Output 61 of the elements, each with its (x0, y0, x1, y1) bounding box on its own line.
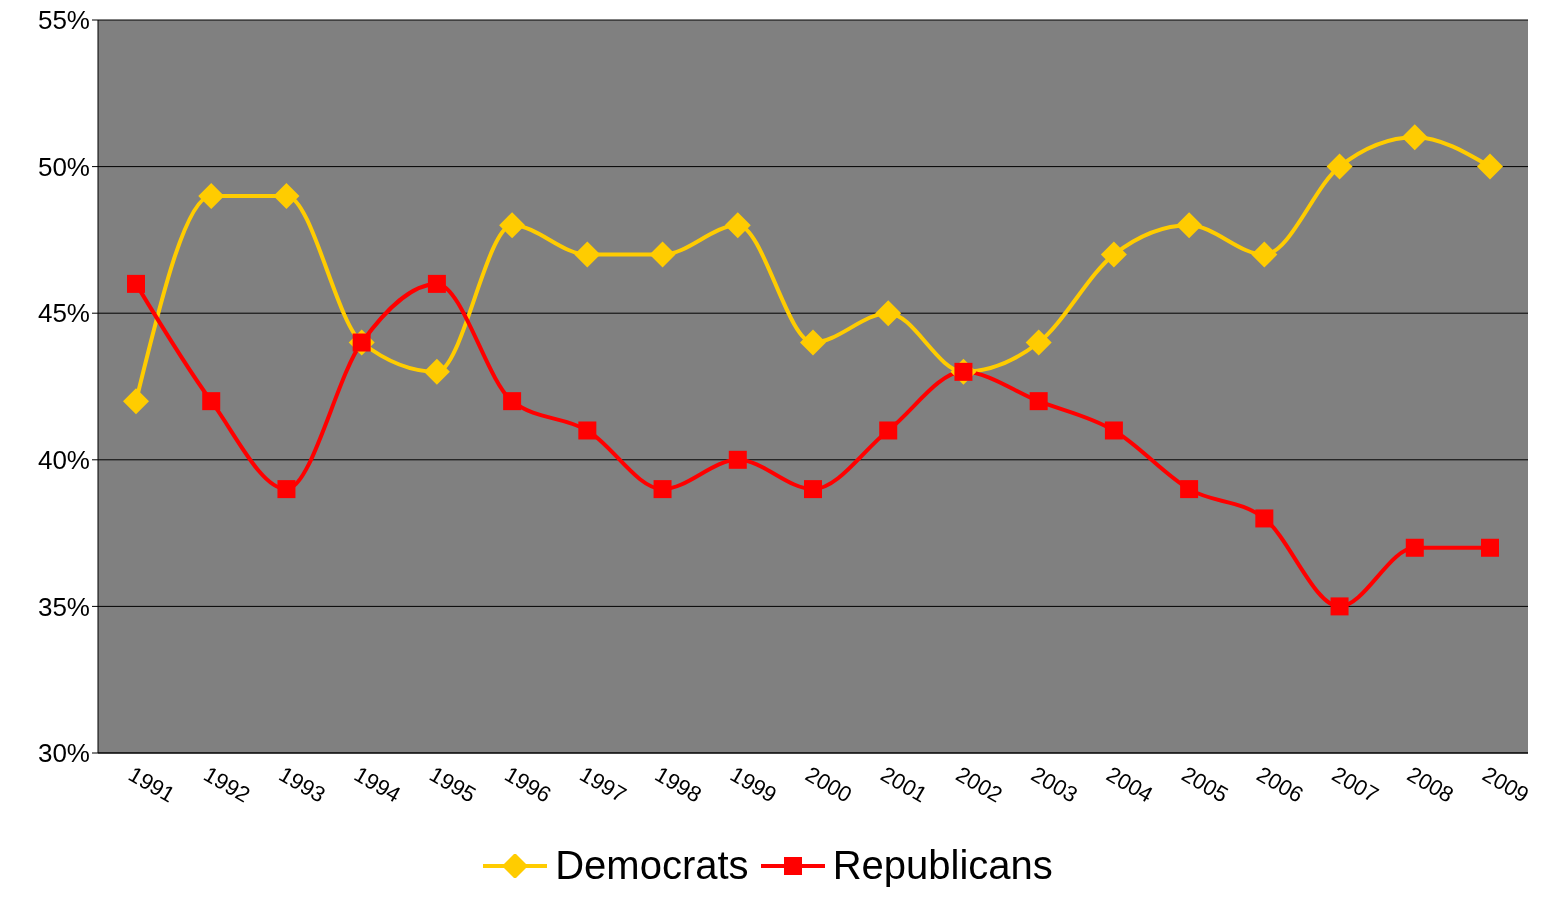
point (1104, 421, 1123, 440)
y-tick-label: 45% (37, 298, 90, 329)
x-tick-label: 2005 (1177, 761, 1233, 808)
point (1100, 241, 1127, 268)
legend-label: Republicans (832, 843, 1053, 888)
y-tick-label: 30% (37, 738, 90, 769)
point (875, 300, 902, 327)
x-tick-label: 1998 (650, 761, 706, 808)
x-tick-label: 2004 (1102, 761, 1158, 808)
point (499, 212, 526, 239)
point (1405, 538, 1424, 557)
point (1029, 392, 1048, 411)
x-tick-label: 2001 (876, 761, 932, 808)
point (202, 392, 221, 411)
x-tick-label: 1991 (124, 761, 180, 808)
y-tick-label: 35% (37, 591, 90, 622)
point (1401, 124, 1428, 151)
point (578, 421, 597, 440)
y-tick-label: 50% (37, 151, 90, 182)
point (127, 274, 145, 293)
x-tick-label: 1999 (726, 761, 781, 808)
x-tick-label: 1993 (274, 761, 330, 808)
x-tick-label: 2003 (1026, 761, 1082, 808)
x-tick-label: 2006 (1252, 761, 1308, 808)
point (1251, 241, 1278, 268)
point (423, 358, 450, 385)
point (653, 480, 672, 499)
point (198, 182, 225, 209)
point (1025, 329, 1052, 356)
point (804, 480, 822, 499)
point (277, 480, 296, 499)
x-tick-label: 2002 (951, 761, 1007, 808)
x-tick-label: 1992 (199, 761, 255, 808)
point (649, 241, 676, 268)
point (1180, 480, 1199, 499)
point (1330, 597, 1349, 616)
point (1176, 212, 1203, 239)
x-tick-label: 2000 (801, 761, 857, 808)
x-tick-label: 1995 (425, 761, 481, 808)
point (427, 274, 446, 293)
point (1326, 153, 1353, 180)
point (1255, 509, 1274, 528)
point (800, 329, 826, 356)
point (728, 450, 747, 469)
point (273, 182, 300, 209)
point (574, 241, 601, 268)
point (503, 392, 522, 411)
x-tick-label: 1997 (575, 761, 631, 808)
x-tick-label: 2008 (1403, 761, 1458, 808)
point (123, 388, 149, 415)
point (879, 421, 898, 440)
y-tick-label: 55% (37, 5, 90, 36)
x-tick-label: 2009 (1478, 761, 1534, 808)
x-tick-label: 1996 (500, 761, 556, 808)
x-tick-label: 1994 (349, 761, 405, 808)
legend-label: Democrats (555, 843, 749, 888)
point (1477, 153, 1503, 180)
y-tick-label: 40% (37, 445, 90, 476)
point (1481, 538, 1499, 557)
x-tick-label: 2007 (1327, 761, 1383, 808)
point (724, 212, 751, 239)
